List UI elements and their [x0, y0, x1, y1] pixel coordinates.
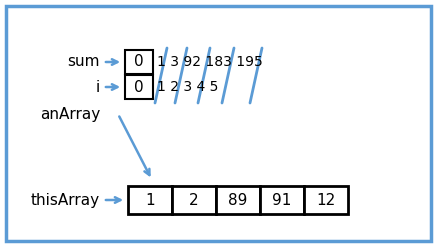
- Bar: [304, 186, 348, 214]
- Text: i: i: [96, 80, 100, 95]
- Bar: [172, 186, 216, 214]
- Text: 1: 1: [145, 192, 155, 207]
- Text: 0: 0: [134, 80, 144, 95]
- Text: 1 2 3 4 5: 1 2 3 4 5: [157, 80, 218, 94]
- Text: 1 3 92 183 195: 1 3 92 183 195: [157, 55, 263, 69]
- Text: anArray: anArray: [40, 106, 100, 122]
- Text: 91: 91: [272, 192, 291, 207]
- Text: sum: sum: [67, 55, 100, 69]
- Text: 2: 2: [189, 192, 199, 207]
- Text: 12: 12: [316, 192, 336, 207]
- Text: 0: 0: [134, 55, 144, 69]
- Bar: [128, 186, 172, 214]
- Text: thisArray: thisArray: [31, 192, 100, 207]
- Bar: [216, 186, 260, 214]
- Text: 89: 89: [228, 192, 248, 207]
- Bar: [260, 186, 304, 214]
- Bar: [125, 50, 153, 74]
- Bar: [125, 75, 153, 99]
